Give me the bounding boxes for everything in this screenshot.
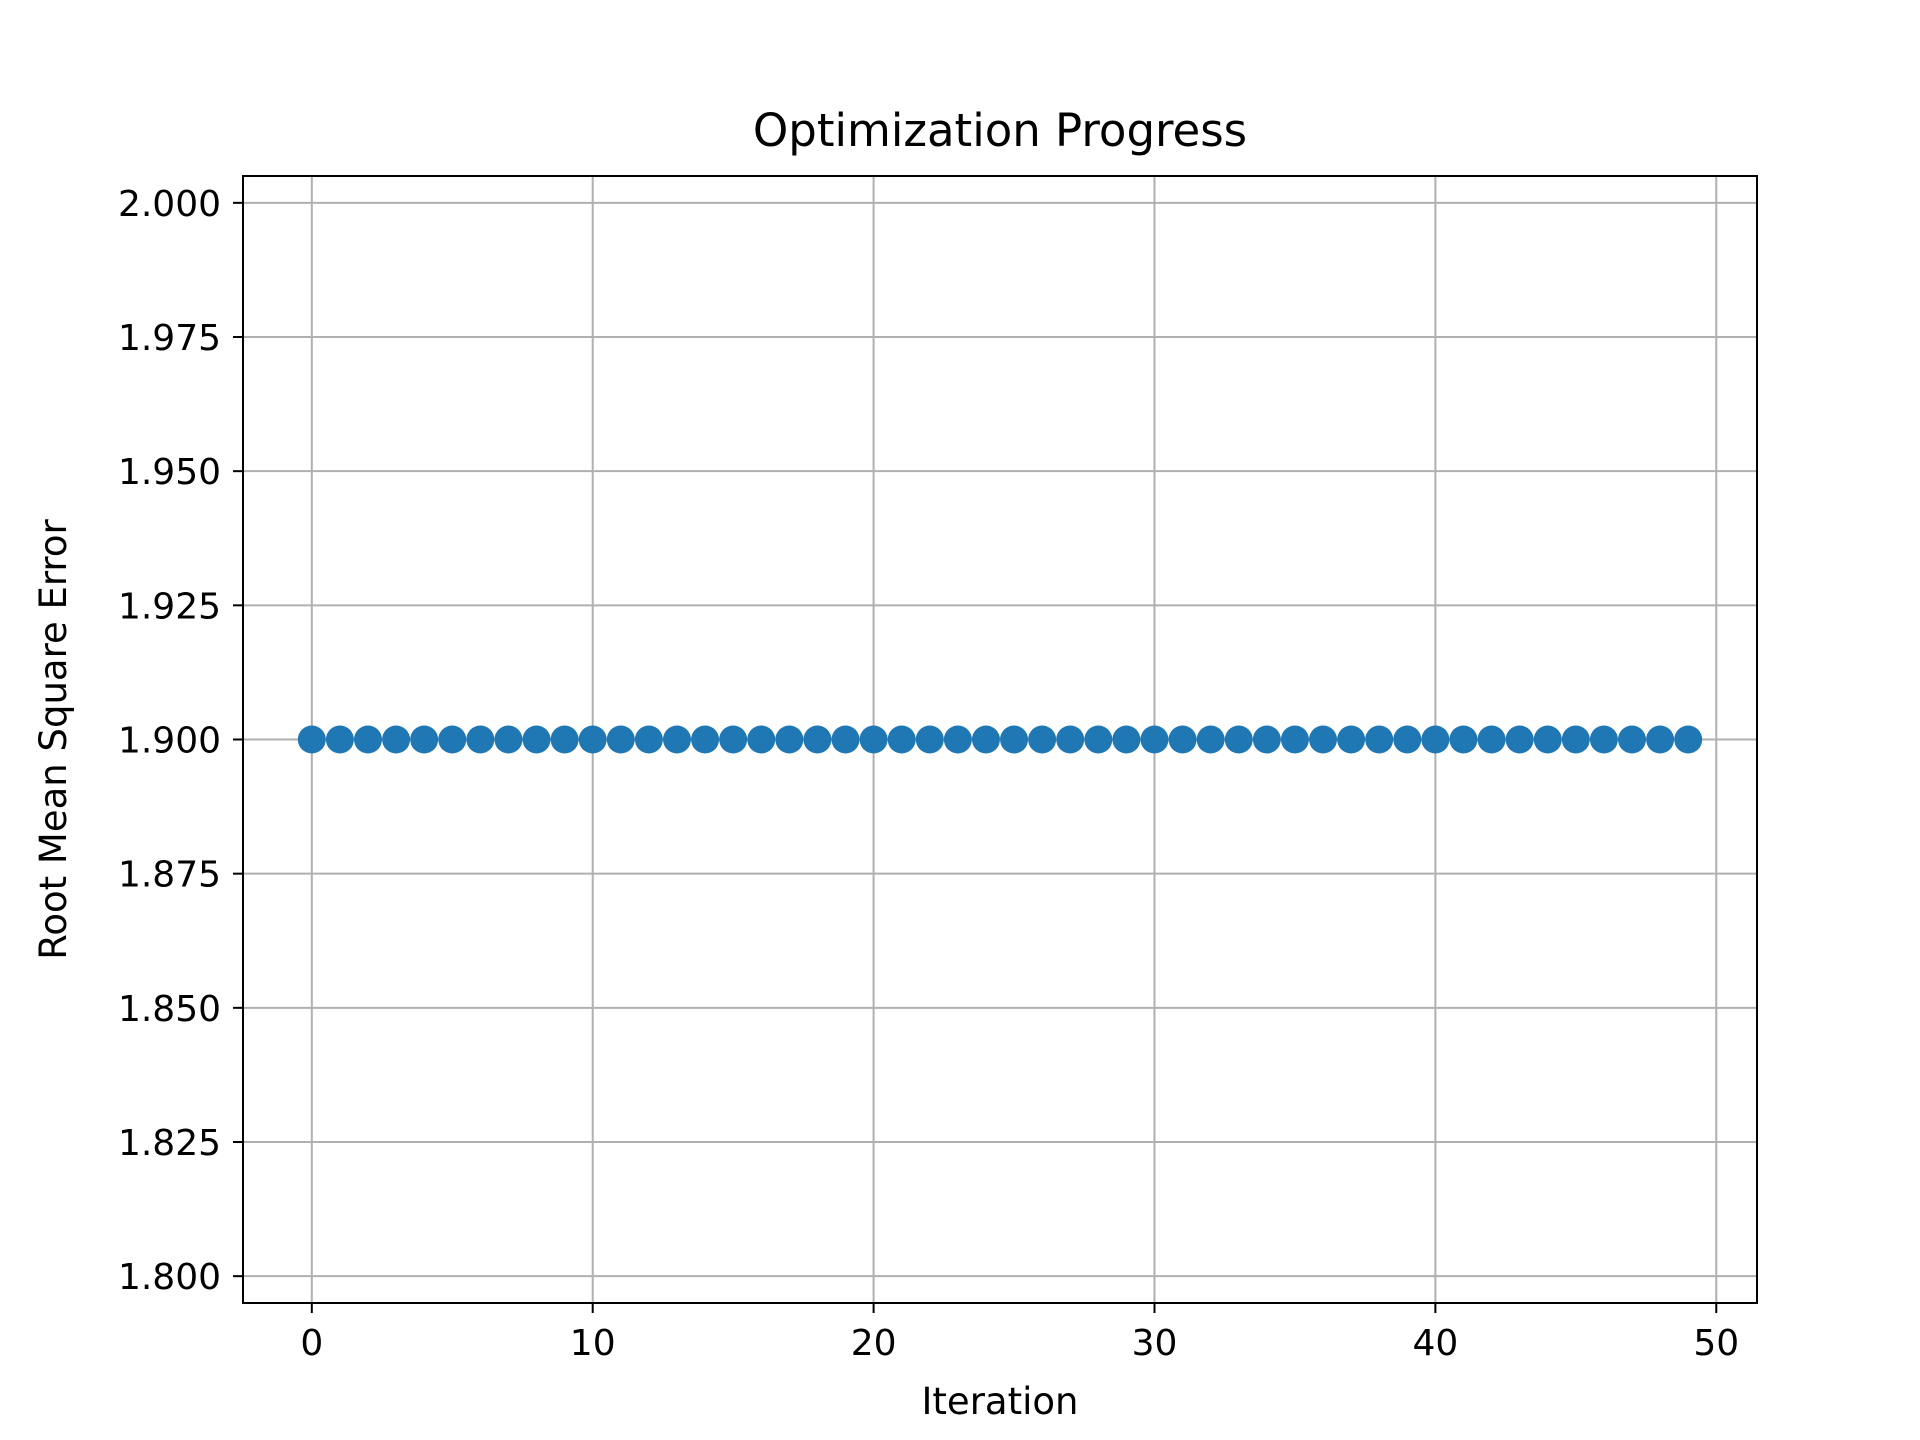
data-point [747, 725, 776, 754]
data-point [634, 725, 663, 754]
data-point [1280, 725, 1309, 754]
data-point [915, 725, 944, 754]
data-point [1421, 725, 1450, 754]
data-point [1168, 725, 1197, 754]
plot-frame [242, 175, 1758, 1304]
data-point [1505, 725, 1534, 754]
x-axis-label: Iteration [922, 1380, 1079, 1423]
y-tick-label: 1.850 [118, 989, 221, 1030]
data-point [550, 725, 579, 754]
data-point [353, 725, 382, 754]
data-point [466, 725, 495, 754]
x-tick-label: 30 [1132, 1323, 1178, 1364]
data-point [1561, 725, 1590, 754]
x-tick-label: 40 [1412, 1323, 1458, 1364]
data-point [691, 725, 720, 754]
data-point [297, 725, 326, 754]
y-tick-label: 1.800 [118, 1257, 221, 1298]
data-point [1056, 725, 1085, 754]
data-point [1084, 725, 1113, 754]
y-tick-label: 1.825 [118, 1123, 221, 1164]
data-point [1674, 725, 1703, 754]
data-point [1449, 725, 1478, 754]
data-point [578, 725, 607, 754]
data-point [662, 725, 691, 754]
x-tick-label: 20 [851, 1323, 897, 1364]
data-points [297, 725, 1703, 754]
data-point [1393, 725, 1422, 754]
data-point [1000, 725, 1029, 754]
data-point [606, 725, 635, 754]
data-point [1224, 725, 1253, 754]
x-tick-label: 0 [300, 1323, 323, 1364]
y-tick-label: 1.900 [118, 721, 221, 762]
data-point [719, 725, 748, 754]
data-point [1589, 725, 1618, 754]
x-tick-label: 50 [1693, 1323, 1739, 1364]
data-point [382, 725, 411, 754]
y-axis-label: Root Mean Square Error [32, 519, 75, 960]
data-point [1646, 725, 1675, 754]
data-point [438, 725, 467, 754]
data-point [859, 725, 888, 754]
data-point [943, 725, 972, 754]
data-point [1337, 725, 1366, 754]
data-point [1365, 725, 1394, 754]
data-point [1618, 725, 1647, 754]
data-point [1309, 725, 1338, 754]
y-tick-label: 2.000 [118, 184, 221, 225]
data-point [775, 725, 804, 754]
data-point [1140, 725, 1169, 754]
data-point [1533, 725, 1562, 754]
chart-title: Optimization Progress [753, 104, 1247, 157]
data-point [1196, 725, 1225, 754]
data-point [1252, 725, 1281, 754]
data-point [1112, 725, 1141, 754]
data-point [325, 725, 354, 754]
data-point [887, 725, 916, 754]
x-tick-label: 10 [570, 1323, 616, 1364]
y-tick-label: 1.975 [118, 318, 221, 359]
y-tick-label: 1.950 [118, 452, 221, 493]
data-point [803, 725, 832, 754]
data-point [410, 725, 439, 754]
data-point [971, 725, 1000, 754]
y-tick-label: 1.875 [118, 855, 221, 896]
data-point [494, 725, 523, 754]
data-point [1477, 725, 1506, 754]
axis-ticks: 0 10 20 30 40 50 1.800 1.825 1.850 1.875 1.900 1.92… [118, 184, 1739, 1364]
data-point [1028, 725, 1057, 754]
y-tick-label: 1.925 [118, 586, 221, 627]
data-point [831, 725, 860, 754]
data-point [522, 725, 551, 754]
